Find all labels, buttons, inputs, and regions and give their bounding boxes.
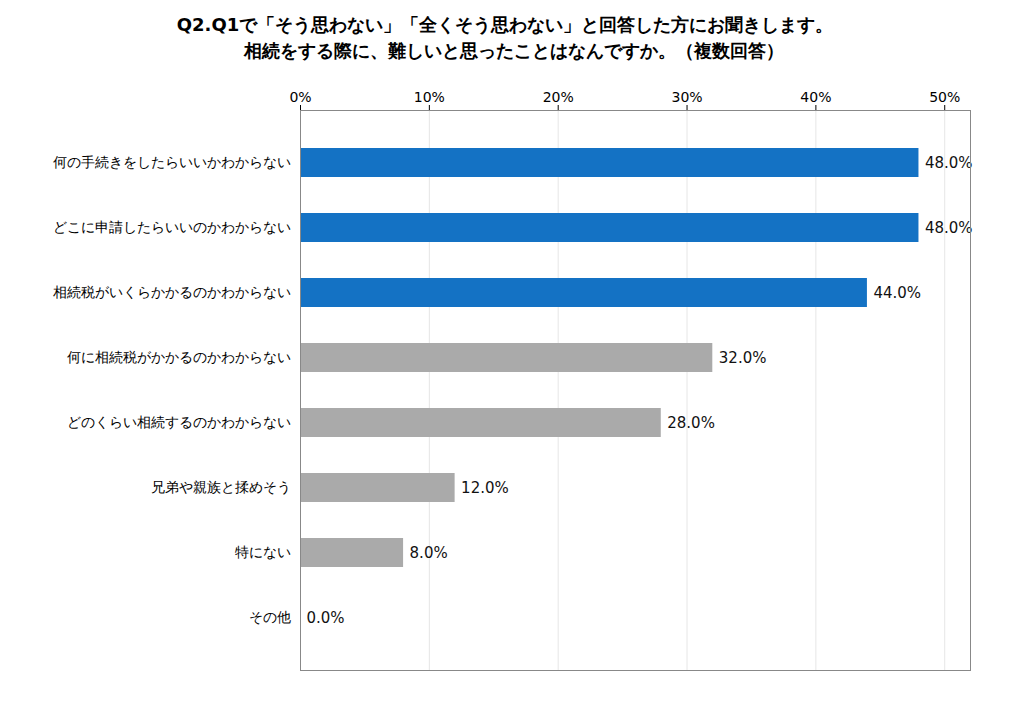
svg-text:兄弟や親族と揉めそう: 兄弟や親族と揉めそう: [151, 480, 291, 496]
svg-text:10%: 10%: [414, 89, 445, 105]
svg-text:48.0%: 48.0%: [925, 219, 973, 237]
svg-text:何の手続きをしたらいいかわからない: 何の手続きをしたらいいかわからない: [53, 155, 291, 171]
svg-text:20%: 20%: [543, 89, 574, 105]
svg-text:その他: その他: [249, 610, 291, 626]
svg-text:30%: 30%: [671, 89, 702, 105]
svg-text:0.0%: 0.0%: [307, 609, 345, 627]
html-text:相続をする際に、難しいと思ったことはなんですか。（複数回答）: 相続をする際に、難しいと思ったことはなんですか。（複数回答）: [226, 40, 784, 62]
svg-text:0%: 0%: [289, 89, 311, 105]
svg-text:44.0%: 44.0%: [873, 284, 921, 302]
svg-text:相続税がいくらかかるのかわからない: 相続税がいくらかかるのかわからない: [53, 285, 291, 301]
svg-text:どこに申請したらいいのかわからない: どこに申請したらいいのかわからない: [53, 220, 291, 236]
svg-text:特にない: 特にない: [235, 545, 291, 561]
svg-text:28.0%: 28.0%: [667, 414, 715, 432]
html-text:Q2.Q1で「そう思わない」「全くそう思わない」と回答した方: Q2.Q1で「そう思わない」「全くそう思わない」と回答した方にお聞きします。: [176, 14, 834, 35]
svg-text:8.0%: 8.0%: [410, 544, 448, 562]
svg-text:12.0%: 12.0%: [461, 479, 509, 497]
svg-text:40%: 40%: [800, 89, 831, 105]
svg-text:50%: 50%: [929, 89, 960, 105]
svg-text:どのくらい相続するのかわからない: どのくらい相続するのかわからない: [67, 415, 291, 431]
svg-text:48.0%: 48.0%: [925, 154, 973, 172]
svg-text:何に相続税がかかるのかわからない: 何に相続税がかかるのかわからない: [67, 350, 291, 366]
svg-text:32.0%: 32.0%: [719, 349, 767, 367]
